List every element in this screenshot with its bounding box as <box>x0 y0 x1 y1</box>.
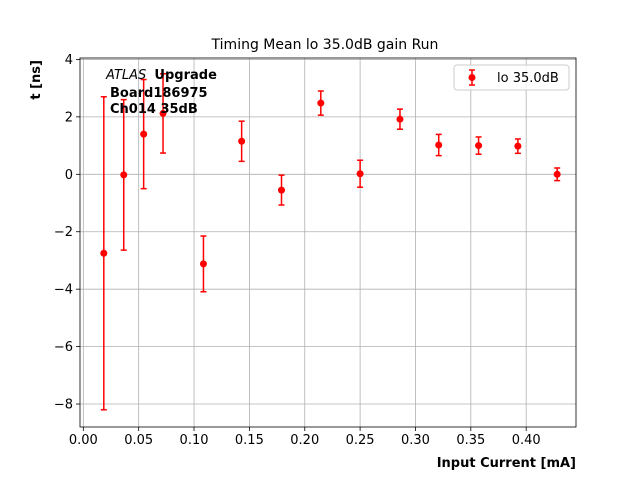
tick-layer: 0.00 0.05 0.10 0.15 0.20 0.25 0.30 0.35 0.40 4 2 0 −… <box>54 53 541 448</box>
channel-label: Ch014 35dB <box>110 102 198 117</box>
x-tick-label: 0.20 <box>290 433 319 448</box>
y-tick-label: −8 <box>54 398 73 413</box>
legend: lo 35.0dB <box>453 64 570 91</box>
x-tick-label: 0.05 <box>124 433 153 448</box>
annotation-block: ATLAS Upgrade Board186975 Ch014 35dB <box>105 68 217 117</box>
y-axis-label: t [ns] <box>29 60 44 100</box>
y-tick-label: 4 <box>65 53 73 68</box>
data-point <box>199 260 207 268</box>
data-point <box>238 137 246 145</box>
x-axis-label: Input Current [mA] <box>437 456 576 471</box>
y-tick-label: 0 <box>65 168 73 183</box>
data-point <box>475 142 483 150</box>
legend-marker <box>468 74 476 81</box>
upgrade-label: Upgrade <box>154 68 217 83</box>
x-tick-label: 0.15 <box>235 433 264 448</box>
y-tick-label: −4 <box>54 283 73 298</box>
legend-box <box>453 64 570 91</box>
x-tick-label: 0.00 <box>69 433 98 448</box>
x-tick-label: 0.30 <box>401 433 430 448</box>
data-point <box>396 115 404 123</box>
data-point <box>278 186 285 194</box>
data-point <box>120 171 128 179</box>
x-tick-label: 0.10 <box>180 433 209 448</box>
board-label: Board186975 <box>110 86 208 101</box>
data-point <box>553 170 561 178</box>
data-point <box>317 99 325 107</box>
x-tick-label: 0.25 <box>346 433 375 448</box>
plot-frame <box>79 57 577 428</box>
data-point <box>514 142 522 150</box>
atlas-label: ATLAS <box>105 68 146 83</box>
x-tick-label: 0.35 <box>456 433 485 448</box>
y-tick-label: −2 <box>54 225 73 240</box>
x-tick-label: 0.40 <box>512 433 541 448</box>
data-point <box>140 130 148 138</box>
data-layer <box>100 73 561 411</box>
data-point <box>159 109 167 117</box>
svg-text:ATLAS Upgrade: ATLAS Upgrade <box>105 68 217 83</box>
data-point <box>435 141 443 149</box>
data-point <box>356 170 364 178</box>
y-tick-label: 2 <box>65 110 73 125</box>
legend-label: lo 35.0dB <box>497 71 559 86</box>
chart-title: Timing Mean lo 35.0dB gain Run <box>211 37 439 53</box>
y-tick-label: −6 <box>54 340 73 355</box>
data-point <box>100 249 108 257</box>
